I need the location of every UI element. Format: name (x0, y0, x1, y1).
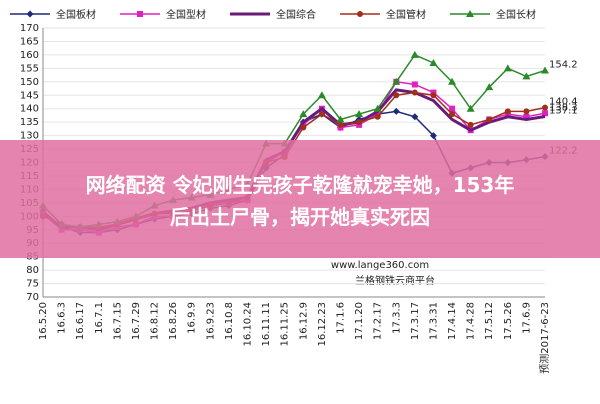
legend-label: 全国长材 (496, 8, 536, 21)
legend-label: 全国综合 (276, 8, 316, 21)
x-tick-label: 16.9.9 (187, 302, 198, 334)
watermark-brand: 兰格钢铁云商平台 (355, 274, 435, 287)
point (318, 111, 325, 118)
x-tick-label: 16.12.23 (317, 302, 328, 347)
point (336, 115, 345, 123)
point (299, 110, 308, 118)
banner-text: 网络配资 令妃刚生完孩子乾隆就宠幸她，153年 (86, 173, 515, 197)
x-tick-label: 16.8.26 (168, 302, 179, 340)
point (392, 107, 400, 115)
x-tick-label: 16.7.29 (131, 302, 142, 340)
x-tick-label: 16.7.1 (94, 302, 105, 334)
point (337, 121, 344, 128)
x-tick-label: 17.4.14 (447, 302, 458, 340)
x-tick-label: 16.10.8 (224, 302, 235, 340)
point (486, 116, 493, 123)
x-tick-label: 16.8.12 (150, 302, 161, 340)
x-tick-label: 17.4.28 (466, 302, 477, 340)
data-label: 154.2 (549, 60, 578, 71)
y-tick-label: 150 (20, 77, 39, 88)
y-tick-label: 70 (26, 292, 39, 303)
y-tick-label: 140 (20, 104, 39, 115)
point (466, 10, 474, 17)
x-tick-label: 17.3.17 (410, 302, 421, 340)
x-tick-label: 17.5.12 (484, 302, 495, 340)
point (411, 89, 418, 96)
y-tick-label: 165 (20, 36, 39, 47)
x-tick-label: 16.6.3 (57, 302, 68, 334)
x-tick-label: 17.1.6 (335, 302, 346, 334)
x-tick-label: 17.3.3 (391, 302, 402, 334)
point (449, 105, 456, 112)
point (411, 113, 419, 121)
point (410, 50, 419, 58)
point (542, 104, 548, 111)
point (317, 91, 326, 99)
y-tick-label: 155 (20, 63, 39, 74)
x-tick-label: 17.2.17 (373, 302, 384, 340)
point (357, 11, 363, 17)
watermark-url: www.lange360.com (331, 260, 429, 271)
x-tick-label: 17.3.31 (428, 302, 439, 340)
banner-text: 后出土尸骨，揭开她真实死因 (170, 205, 430, 229)
point (523, 108, 530, 115)
y-tick-label: 75 (26, 279, 39, 290)
point (393, 92, 400, 99)
point (430, 92, 437, 99)
point (373, 104, 382, 112)
x-tick-label: 16.11.11 (261, 302, 272, 347)
data-label: 138.3 (549, 102, 578, 113)
y-tick-label: 80 (26, 265, 39, 276)
y-tick-label: 145 (20, 90, 39, 101)
point (300, 124, 307, 131)
point (448, 77, 457, 85)
point (542, 110, 548, 117)
point (466, 104, 475, 112)
point (137, 11, 143, 17)
point (355, 110, 364, 118)
y-tick-label: 160 (20, 50, 39, 61)
x-tick-label: 17.5.26 (503, 302, 514, 340)
point (522, 72, 531, 80)
x-tick-label: 16.5.20 (38, 302, 49, 340)
point (485, 83, 494, 91)
x-tick-label: 预测2017-6-23 (538, 302, 551, 374)
x-tick-label: 16.6.17 (75, 302, 86, 340)
banner-bg (0, 140, 600, 258)
x-tick-label: 16.11.25 (280, 302, 291, 347)
point (26, 10, 34, 18)
x-tick-label: 17.6.9 (521, 302, 532, 334)
legend-label: 全国板材 (56, 8, 96, 21)
point (429, 58, 438, 66)
point (503, 64, 512, 72)
point (356, 119, 363, 126)
point (374, 113, 381, 120)
y-tick-label: 130 (20, 131, 39, 142)
x-tick-label: 17.1.20 (354, 302, 365, 340)
point (467, 121, 474, 128)
x-tick-label: 16.12.9 (298, 302, 309, 340)
legend-label: 全国管材 (386, 8, 426, 21)
y-tick-label: 170 (20, 23, 39, 34)
point (523, 113, 530, 120)
data-label: 140.4 (549, 97, 578, 108)
point (392, 77, 401, 85)
point (541, 66, 549, 74)
x-tick-label: 16.9.23 (205, 302, 216, 340)
x-tick-label: 16.7.15 (112, 302, 123, 340)
x-tick-label: 16.10.24 (243, 302, 254, 347)
point (449, 111, 456, 118)
point (429, 132, 437, 140)
legend-label: 全国型材 (166, 8, 206, 21)
point (504, 108, 511, 115)
y-tick-label: 135 (20, 117, 39, 128)
point (411, 81, 418, 88)
data-label: 137.1 (549, 106, 578, 117)
